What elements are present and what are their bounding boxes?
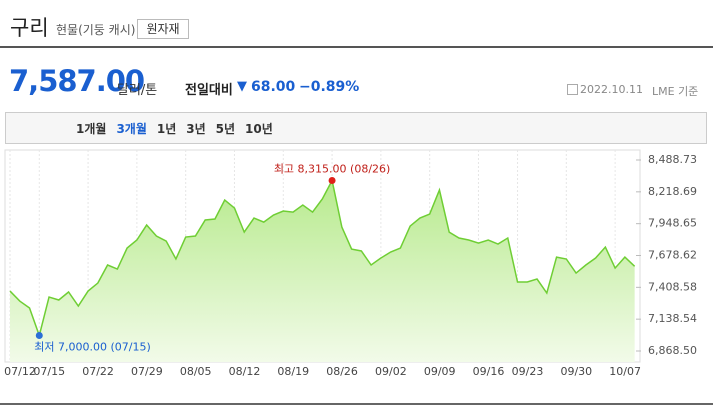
x-tick-label: 07/22 <box>82 365 114 378</box>
x-tick-label: 08/12 <box>229 365 261 378</box>
source: LME 기준 <box>652 85 699 98</box>
subtitle: 현물(기둥 캐시) <box>56 23 136 37</box>
down-icon: ▼ <box>237 79 247 94</box>
min-point <box>35 331 43 339</box>
period-tab[interactable]: 5년 <box>215 122 236 136</box>
period-tab[interactable]: 10년 <box>245 122 273 136</box>
header-rule <box>0 46 713 48</box>
y-tick-label: 7,408.58 <box>648 280 697 293</box>
x-tick-label: 09/23 <box>512 365 544 378</box>
area <box>10 180 635 362</box>
y-tick-label: 6,868.50 <box>648 344 697 357</box>
y-tick-label: 7,138.54 <box>648 312 697 325</box>
period-tab[interactable]: 3년 <box>186 122 206 136</box>
period-tab[interactable]: 1개월 <box>76 122 107 136</box>
x-tick-label: 07/29 <box>131 365 163 378</box>
x-tick-label: 08/19 <box>277 365 309 378</box>
max-point <box>328 176 336 184</box>
calendar-icon <box>567 84 578 95</box>
min-label: 최저 7,000.00 (07/15) <box>34 340 151 353</box>
period-tabs: 1개월 3개월 1년 3년 5년 10년 <box>76 120 273 137</box>
price-unit: 달러/톤 <box>117 83 158 98</box>
title: 구리 <box>10 16 49 40</box>
period-tab[interactable]: 3개월 <box>116 122 147 136</box>
change-label: 전일대비 <box>185 83 233 98</box>
x-tick-label: 07/12 <box>4 365 36 378</box>
y-tick-label: 7,678.62 <box>648 248 697 261</box>
period-tab[interactable]: 1년 <box>156 122 177 136</box>
x-tick-label: 09/09 <box>424 365 456 378</box>
x-tick-label: 09/02 <box>375 365 407 378</box>
x-tick-label: 07/15 <box>33 365 65 378</box>
y-tick-label: 8,218.69 <box>648 185 697 198</box>
x-tick-label: 10/07 <box>609 365 641 378</box>
max-label: 최고 8,315.00 (08/26) <box>274 162 391 175</box>
x-tick-label: 08/05 <box>180 365 212 378</box>
category-button[interactable]: 원자재 <box>137 19 189 39</box>
change-pct: −0.89% <box>299 79 360 95</box>
x-tick-label: 08/26 <box>326 365 358 378</box>
change: 68.00 <box>251 79 296 95</box>
line <box>9 178 636 339</box>
date: 2022.10.11 <box>580 83 643 96</box>
y-tick-label: 7,948.65 <box>648 217 697 230</box>
x-tick-label: 09/16 <box>473 365 505 378</box>
y-tick-label: 8,488.73 <box>648 153 697 166</box>
x-tick-label: 09/30 <box>560 365 592 378</box>
period-bar <box>5 112 707 144</box>
price: 7,587.00 <box>9 64 145 98</box>
